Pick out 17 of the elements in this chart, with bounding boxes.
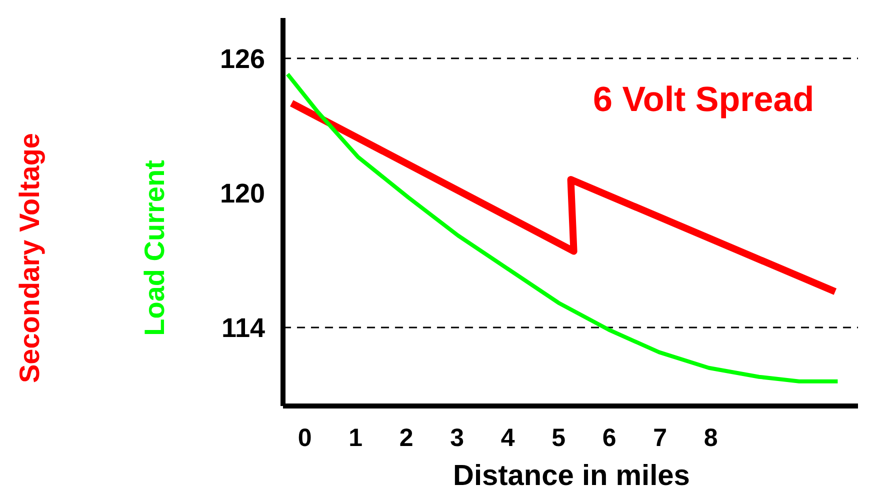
line-series — [286, 72, 840, 384]
x-tick-label: 4 — [500, 424, 515, 452]
x-tick-label: 2 — [399, 424, 414, 452]
text: Secondary Voltage — [14, 132, 46, 384]
annotation: 6 Volt Spread — [593, 80, 814, 120]
x-tick-label: 0 — [298, 424, 312, 452]
x-axis-title: Distance in miles — [453, 460, 690, 493]
x-tick-label: 3 — [450, 424, 464, 452]
x-tick-label: 5 — [552, 424, 566, 452]
x-tick-label: 7 — [653, 424, 668, 452]
y-tick-label: 114 — [221, 313, 265, 344]
y-tick-label: 126 — [220, 44, 265, 74]
y-tick-label: 120 — [220, 178, 265, 209]
x-tick-label: 8 — [704, 424, 718, 452]
x-tick-label: 6 — [602, 424, 616, 452]
text: Load Current — [139, 160, 171, 336]
x-tick-label: 1 — [348, 424, 363, 452]
